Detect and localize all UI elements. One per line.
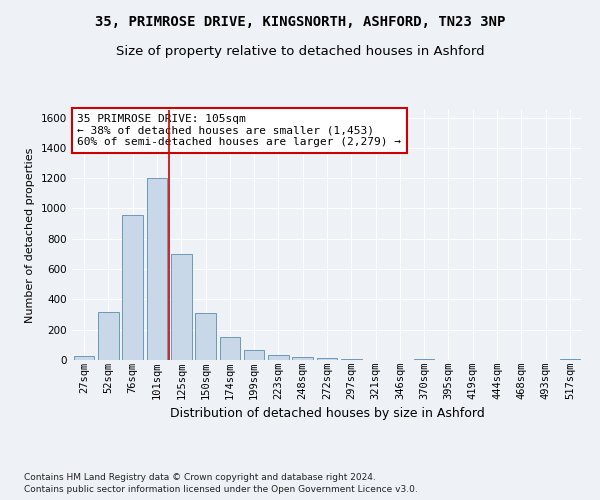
- X-axis label: Distribution of detached houses by size in Ashford: Distribution of detached houses by size …: [170, 407, 484, 420]
- Y-axis label: Number of detached properties: Number of detached properties: [25, 148, 35, 322]
- Bar: [268, 356, 289, 360]
- Text: Size of property relative to detached houses in Ashford: Size of property relative to detached ho…: [116, 45, 484, 58]
- Bar: [292, 358, 313, 360]
- Bar: [317, 358, 337, 360]
- Bar: [220, 336, 240, 360]
- Bar: [341, 359, 362, 360]
- Text: Contains public sector information licensed under the Open Government Licence v3: Contains public sector information licen…: [24, 485, 418, 494]
- Bar: [122, 214, 143, 360]
- Bar: [414, 359, 434, 360]
- Bar: [171, 254, 191, 360]
- Text: Contains HM Land Registry data © Crown copyright and database right 2024.: Contains HM Land Registry data © Crown c…: [24, 472, 376, 482]
- Bar: [195, 313, 216, 360]
- Text: 35 PRIMROSE DRIVE: 105sqm
← 38% of detached houses are smaller (1,453)
60% of se: 35 PRIMROSE DRIVE: 105sqm ← 38% of detac…: [77, 114, 401, 147]
- Bar: [244, 350, 265, 360]
- Bar: [560, 359, 580, 360]
- Bar: [98, 312, 119, 360]
- Bar: [146, 178, 167, 360]
- Text: 35, PRIMROSE DRIVE, KINGSNORTH, ASHFORD, TN23 3NP: 35, PRIMROSE DRIVE, KINGSNORTH, ASHFORD,…: [95, 15, 505, 29]
- Bar: [74, 356, 94, 360]
